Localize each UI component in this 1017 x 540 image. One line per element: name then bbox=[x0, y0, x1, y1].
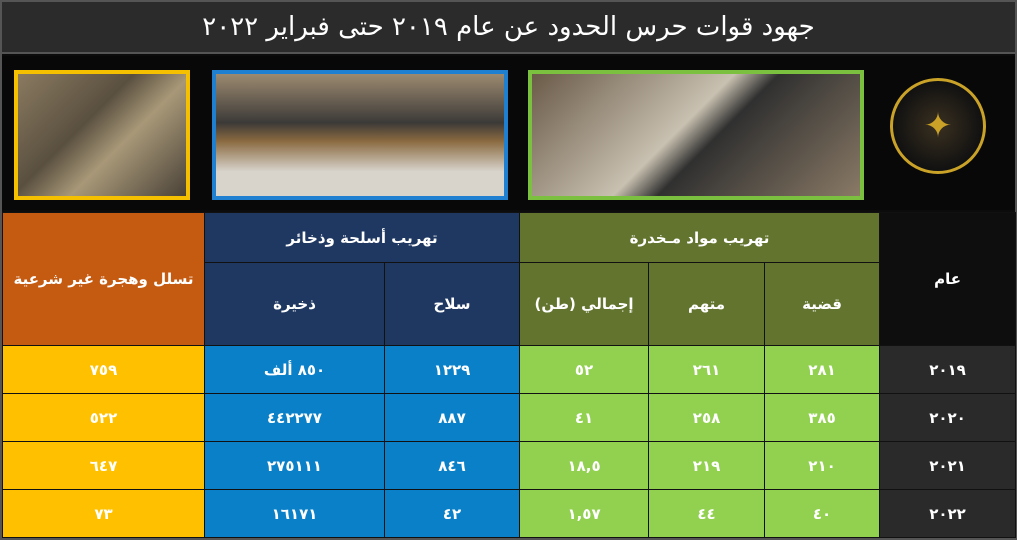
cell-total-tons: ٤١ bbox=[519, 393, 650, 442]
table-row: ٢٠٢٢ ٤٠ ٤٤ ١,٥٧ ٤٢ ١٦١٧١ ٧٣ bbox=[2, 489, 1017, 538]
cell-year: ٢٠٢٢ bbox=[879, 489, 1017, 538]
header-arms: تهريب أسلحة وذخائر bbox=[203, 212, 521, 263]
header-weapons: سلاح bbox=[384, 262, 521, 346]
cell-accused: ٢١٩ bbox=[648, 441, 766, 490]
table-row: ٢٠٢١ ٢١٠ ٢١٩ ١٨,٥ ٨٤٦ ٢٧٥١١١ ٦٤٧ bbox=[2, 441, 1017, 490]
cell-total-tons: ١٨,٥ bbox=[519, 441, 650, 490]
cell-ammo: ٢٧٥١١١ bbox=[203, 441, 386, 490]
photo-band: ✦ bbox=[2, 56, 1015, 210]
seized-weapons-photo bbox=[212, 70, 508, 200]
header-accused: متهم bbox=[648, 262, 766, 346]
cell-weapons: ٨٨٧ bbox=[384, 393, 521, 442]
cell-migration: ٦٤٧ bbox=[2, 441, 205, 490]
cell-migration: ٧٣ bbox=[2, 489, 205, 538]
cell-cases: ٣٨٥ bbox=[764, 393, 881, 442]
header-total-tons: إجمالي (طن) bbox=[519, 262, 650, 346]
statistics-table: عام تهريب مواد مـخدرة تهريب أسلحة وذخائر… bbox=[2, 212, 1017, 538]
illegal-migrants-photo bbox=[14, 70, 190, 200]
cell-year: ٢٠٢١ bbox=[879, 441, 1017, 490]
cell-weapons: ٤٢ bbox=[384, 489, 521, 538]
cell-ammo: ٤٤٢٢٧٧ bbox=[203, 393, 386, 442]
cell-ammo: ٨٥٠ ألف bbox=[203, 345, 386, 394]
header-drugs: تهريب مواد مـخدرة bbox=[519, 212, 881, 263]
cell-accused: ٢٦١ bbox=[648, 345, 766, 394]
table-row: ٢٠٢٠ ٣٨٥ ٢٥٨ ٤١ ٨٨٧ ٤٤٢٢٧٧ ٥٢٢ bbox=[2, 393, 1017, 442]
cell-total-tons: ٥٢ bbox=[519, 345, 650, 394]
seized-drugs-photo bbox=[528, 70, 864, 200]
header-ammo: ذخيرة bbox=[203, 262, 386, 346]
header-year: عام bbox=[879, 212, 1017, 346]
page-title: جهود قوات حرس الحدود عن عام ٢٠١٩ حتى فبر… bbox=[2, 2, 1015, 54]
header-cases: قضية bbox=[764, 262, 881, 346]
cell-total-tons: ١,٥٧ bbox=[519, 489, 650, 538]
cell-cases: ٤٠ bbox=[764, 489, 881, 538]
cell-ammo: ١٦١٧١ bbox=[203, 489, 386, 538]
cell-weapons: ١٢٢٩ bbox=[384, 345, 521, 394]
cell-accused: ٤٤ bbox=[648, 489, 766, 538]
cell-year: ٢٠٢٠ bbox=[879, 393, 1017, 442]
cell-accused: ٢٥٨ bbox=[648, 393, 766, 442]
cell-cases: ٢١٠ bbox=[764, 441, 881, 490]
cell-year: ٢٠١٩ bbox=[879, 345, 1017, 394]
cell-migration: ٥٢٢ bbox=[2, 393, 205, 442]
table-row: ٢٠١٩ ٢٨١ ٢٦١ ٥٢ ١٢٢٩ ٨٥٠ ألف ٧٥٩ bbox=[2, 345, 1017, 394]
cell-migration: ٧٥٩ bbox=[2, 345, 205, 394]
cell-cases: ٢٨١ bbox=[764, 345, 881, 394]
cell-weapons: ٨٤٦ bbox=[384, 441, 521, 490]
military-spokesman-emblem-icon: ✦ bbox=[890, 78, 986, 174]
header-migration: تسلل وهجرة غير شرعية bbox=[2, 212, 205, 346]
